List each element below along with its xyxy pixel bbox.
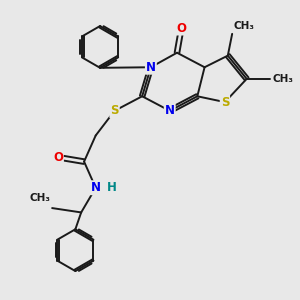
- Text: O: O: [53, 151, 63, 164]
- Text: H: H: [107, 181, 117, 194]
- Text: CH₃: CH₃: [30, 193, 51, 203]
- Text: S: S: [221, 96, 229, 109]
- Text: N: N: [165, 104, 175, 117]
- Text: CH₃: CH₃: [234, 21, 255, 31]
- Text: CH₃: CH₃: [273, 74, 294, 84]
- Text: O: O: [176, 22, 186, 34]
- Text: S: S: [110, 104, 119, 117]
- Text: N: N: [91, 181, 101, 194]
- Text: N: N: [146, 61, 156, 74]
